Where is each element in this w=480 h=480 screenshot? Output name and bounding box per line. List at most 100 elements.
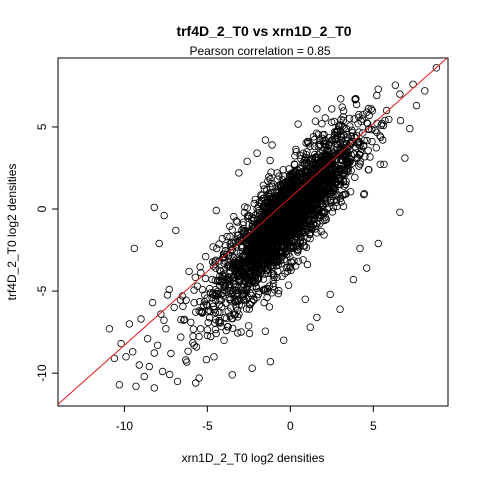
scatter-point [173,377,182,386]
scatter-point [187,318,195,326]
scatter-point [268,210,276,219]
scatter-point [212,206,220,215]
scatter-point [286,263,294,271]
scatter-point [190,299,198,307]
scatter-point [132,382,140,390]
scatter-point [263,284,272,293]
scatter-point [205,284,214,293]
scatter-point [235,301,243,309]
scatter-point [380,160,388,168]
scatter-point [366,153,374,161]
scatter-point [365,165,373,174]
scatter-point [385,115,393,124]
scatter-point [305,220,313,228]
scatter-point [229,212,238,221]
scatter-point [137,315,145,323]
scatter-point [340,190,348,199]
scatter-point [155,239,163,248]
x-tick-label: 5 [370,419,377,433]
scatter-point [303,234,312,242]
scatter-point [265,303,274,311]
scatter-point [299,203,307,212]
scatter-point [198,286,207,294]
scatter-point [230,266,239,274]
scatter-point [266,358,275,366]
scatter-point [248,364,256,372]
scatter-point [266,194,274,203]
scatter-point [197,269,205,277]
scatter-point [216,276,224,284]
scatter-point [215,240,223,248]
chart-title: trf4D_2_T0 vs xrn1D_2_T0 [176,23,351,39]
scatter-point [205,306,213,314]
scatter-point [239,221,247,229]
scatter-point [339,107,348,115]
y-tick-label: 0 [35,205,49,212]
scatter-point [311,117,320,125]
scatter-point [252,237,260,245]
scatter-point [212,244,221,253]
scatter-point [307,209,315,217]
scatter-point [355,162,363,170]
scatter-point [184,347,192,355]
x-tick-label: -5 [202,419,213,433]
scatter-point [357,145,366,153]
scatter-point [354,140,362,148]
scatter-point [294,231,303,239]
scatter-point [281,228,290,236]
scatter-point [226,296,234,304]
scatter-point [259,258,268,267]
scatter-point [228,371,236,379]
scatter-point [261,242,269,251]
scatter-point [350,115,358,123]
scatter-point [356,244,364,253]
scatter-point [122,353,130,361]
scatter-point [296,213,305,222]
scatter-point [275,172,283,180]
scatter-point [317,212,325,220]
scatter-point [304,139,313,148]
scatter-point [321,216,329,224]
scatter-point [290,206,299,214]
scatter-point [301,213,310,222]
scatter-point [195,332,203,341]
scatter-point [359,129,367,137]
scatter-point [240,287,248,295]
scatter-point [313,163,322,171]
scatter-point [351,142,359,151]
scatter-point [310,198,319,206]
scatter-point [277,246,286,255]
scatter-point [355,113,363,121]
scatter-point [233,297,241,305]
scatter-point [322,150,330,159]
scatter-point [261,222,270,231]
scatter-point [201,252,210,261]
scatter-point [229,239,238,248]
scatter-point [239,258,248,266]
scatter-point [259,248,267,257]
scatter-point [229,274,237,282]
scatter-point [287,266,295,274]
scatter-point [229,290,237,298]
scatter-point [275,286,283,295]
scatter-point [255,287,263,296]
scatter-point [327,164,336,173]
scatter-point [295,167,303,175]
scatter-point [192,343,201,351]
scatter-point [196,297,204,306]
scatter-point [177,316,185,324]
scatter-point [254,275,263,283]
scatter-point [306,230,314,239]
scatter-point [209,243,217,251]
scatter-point [247,253,256,261]
scatter-point [285,171,294,180]
scatter-point [281,235,289,243]
scatter-point [257,257,266,266]
scatter-point [241,270,250,278]
y-axis-ticks: -10 -5 0 5 [35,123,58,382]
scatter-point [219,253,228,261]
scatter-point [336,148,344,156]
scatter-point [196,263,204,271]
scatter-point [253,149,261,157]
scatter-point [247,291,256,300]
